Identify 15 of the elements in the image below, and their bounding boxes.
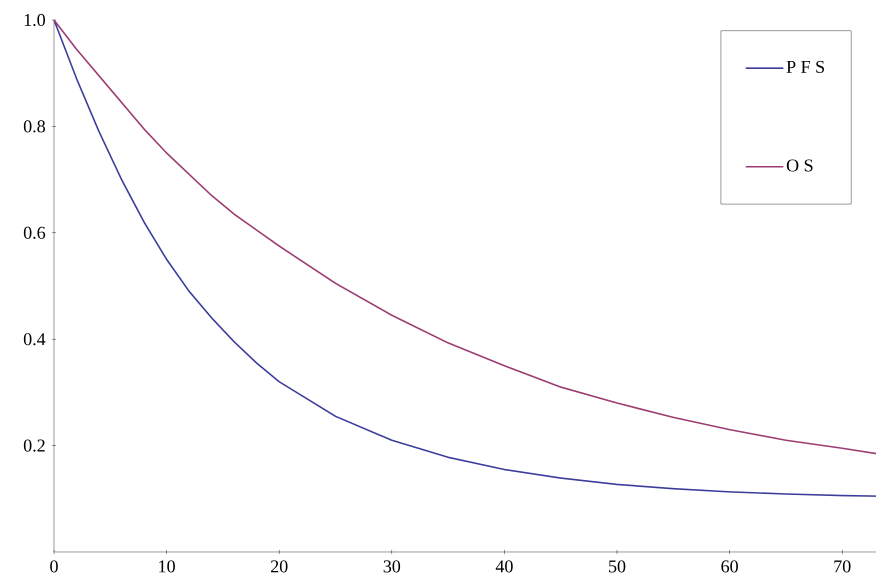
y-tick-label: 0.6 (24, 226, 46, 239)
x-tick-label: 40 (496, 560, 513, 572)
y-tick-label: 0.4 (24, 333, 46, 346)
x-tick-label: 10 (159, 560, 175, 572)
x-tick-label: 0 (50, 560, 58, 572)
x-tick-label: 70 (834, 560, 851, 572)
y-tick-label: 0.2 (24, 439, 45, 452)
x-tick-label: 30 (384, 560, 400, 572)
legend-label: P F S (786, 60, 824, 73)
legend-label: O S (786, 159, 812, 172)
x-tick-label: 50 (609, 560, 626, 572)
x-tick-label: 60 (721, 560, 738, 572)
y-tick-label: 1.0 (24, 14, 45, 26)
y-tick-label: 0.8 (24, 120, 45, 132)
x-tick-label: 20 (270, 560, 288, 572)
